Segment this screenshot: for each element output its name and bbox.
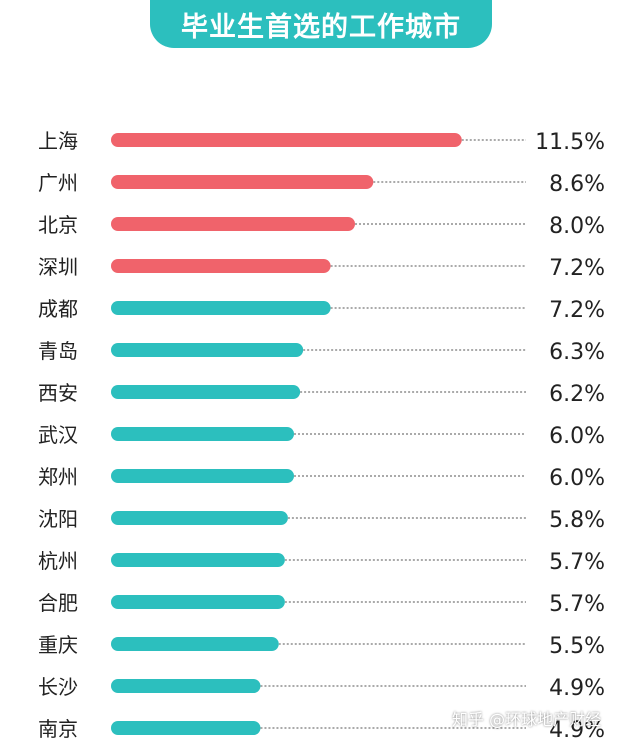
bar: [111, 343, 304, 357]
data-label: 7.2%: [549, 298, 605, 323]
bar: [111, 595, 285, 609]
data-label: 6.0%: [549, 466, 605, 491]
category-label: 合肥: [38, 591, 78, 615]
category-label: 青岛: [38, 339, 78, 363]
chart-title: 毕业生首选的工作城市: [150, 0, 492, 48]
data-label: 6.3%: [549, 340, 605, 365]
bar: [111, 679, 261, 693]
data-label: 8.0%: [549, 214, 605, 239]
category-label: 广州: [38, 171, 78, 195]
data-label: 6.2%: [549, 382, 605, 407]
data-label: 7.2%: [549, 256, 605, 281]
data-label: 5.7%: [549, 550, 605, 575]
bar: [111, 133, 462, 147]
bar: [111, 721, 261, 735]
category-label: 重庆: [38, 633, 78, 657]
bar: [111, 175, 374, 189]
data-label: 4.9%: [549, 718, 605, 743]
bar: [111, 637, 279, 651]
category-label: 杭州: [38, 549, 78, 573]
watermark: 知乎 @环球地产财经: [452, 710, 602, 729]
bar: [111, 385, 301, 399]
bar: [111, 469, 294, 483]
data-label: 4.9%: [549, 676, 605, 701]
bar: [111, 259, 331, 273]
category-label: 长沙: [38, 675, 78, 699]
category-label: 北京: [38, 213, 78, 237]
data-label: 5.7%: [549, 592, 605, 617]
bar: [111, 301, 331, 315]
category-label: 南京: [38, 717, 78, 741]
data-label: 11.5%: [535, 130, 605, 155]
category-label: 上海: [38, 129, 78, 153]
category-label: 沈阳: [38, 507, 78, 531]
bar: [111, 217, 355, 231]
data-label: 5.8%: [549, 508, 605, 533]
category-label: 西安: [38, 381, 78, 405]
data-label: 6.0%: [549, 424, 605, 449]
bar: [111, 511, 288, 525]
data-label: 8.6%: [549, 172, 605, 197]
category-label: 深圳: [38, 255, 78, 279]
category-label: 成都: [38, 297, 78, 321]
category-label: 武汉: [38, 423, 78, 447]
bar: [111, 553, 285, 567]
data-label: 5.5%: [549, 634, 605, 659]
category-label: 郑州: [38, 465, 78, 489]
bar: [111, 427, 294, 441]
